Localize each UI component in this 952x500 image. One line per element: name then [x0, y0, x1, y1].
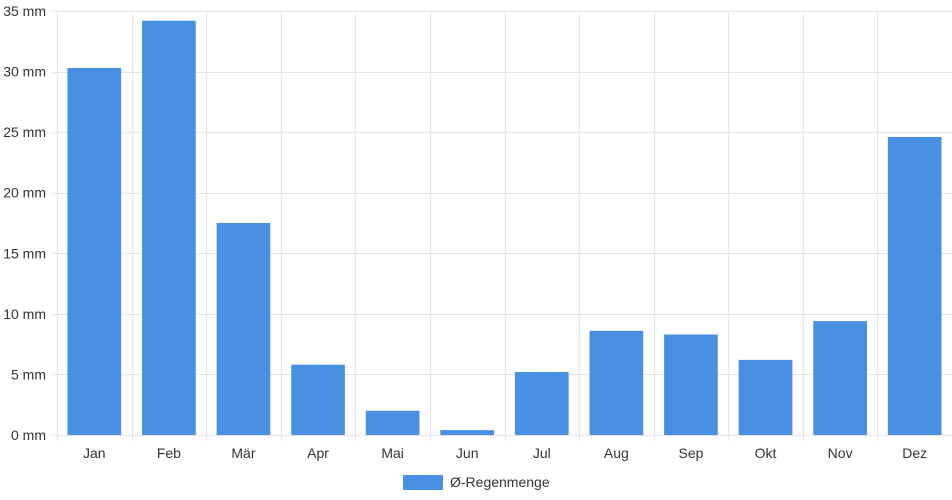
bar-sep[interactable]	[664, 334, 718, 435]
y-tick-label: 25 mm	[3, 124, 46, 140]
bar-nov[interactable]	[813, 321, 867, 435]
legend-swatch	[403, 475, 443, 490]
bar-mär[interactable]	[216, 223, 271, 435]
x-tick-label: Mär	[231, 445, 255, 461]
x-tick-label: Dez	[902, 445, 927, 461]
x-tick-label: Aug	[604, 445, 629, 461]
x-tick-label: Okt	[755, 445, 777, 461]
y-tick-label: 5 mm	[11, 366, 46, 382]
y-tick-label: 0 mm	[11, 427, 46, 443]
bar-feb[interactable]	[142, 20, 196, 435]
x-tick-label: Sep	[678, 445, 703, 461]
grid-lines	[51, 11, 952, 441]
y-tick-label: 35 mm	[3, 3, 46, 19]
x-axis-ticks: Jan Feb Mär Apr Mai Jun Jul Aug Sep Okt Nov Dez	[83, 445, 927, 461]
legend[interactable]: Ø-Regenmenge	[403, 474, 550, 490]
y-tick-label: 10 mm	[3, 306, 46, 322]
bar-mai[interactable]	[365, 410, 420, 435]
x-tick-label: Nov	[828, 445, 853, 461]
bar-dez[interactable]	[887, 136, 942, 435]
x-tick-label: Jul	[533, 445, 551, 461]
bars	[67, 20, 942, 436]
bar-jul[interactable]	[514, 372, 569, 435]
bar-okt[interactable]	[738, 359, 793, 435]
y-axis-ticks: 0 mm 5 mm 10 mm 15 mm 20 mm 25 mm 30 mm 35 mm	[3, 3, 46, 443]
bar-apr[interactable]	[291, 364, 345, 435]
y-tick-label: 30 mm	[3, 64, 46, 80]
legend-label: Ø-Regenmenge	[450, 474, 550, 490]
x-tick-label: Jan	[83, 445, 106, 461]
bar-jan[interactable]	[67, 67, 122, 436]
bar-jun[interactable]	[440, 430, 495, 435]
x-tick-label: Feb	[157, 445, 181, 461]
y-tick-label: 15 mm	[3, 245, 46, 261]
x-tick-label: Apr	[307, 445, 329, 461]
bar-aug[interactable]	[589, 330, 644, 435]
x-tick-label: Jun	[456, 445, 479, 461]
y-tick-label: 20 mm	[3, 185, 46, 201]
x-tick-label: Mai	[381, 445, 404, 461]
